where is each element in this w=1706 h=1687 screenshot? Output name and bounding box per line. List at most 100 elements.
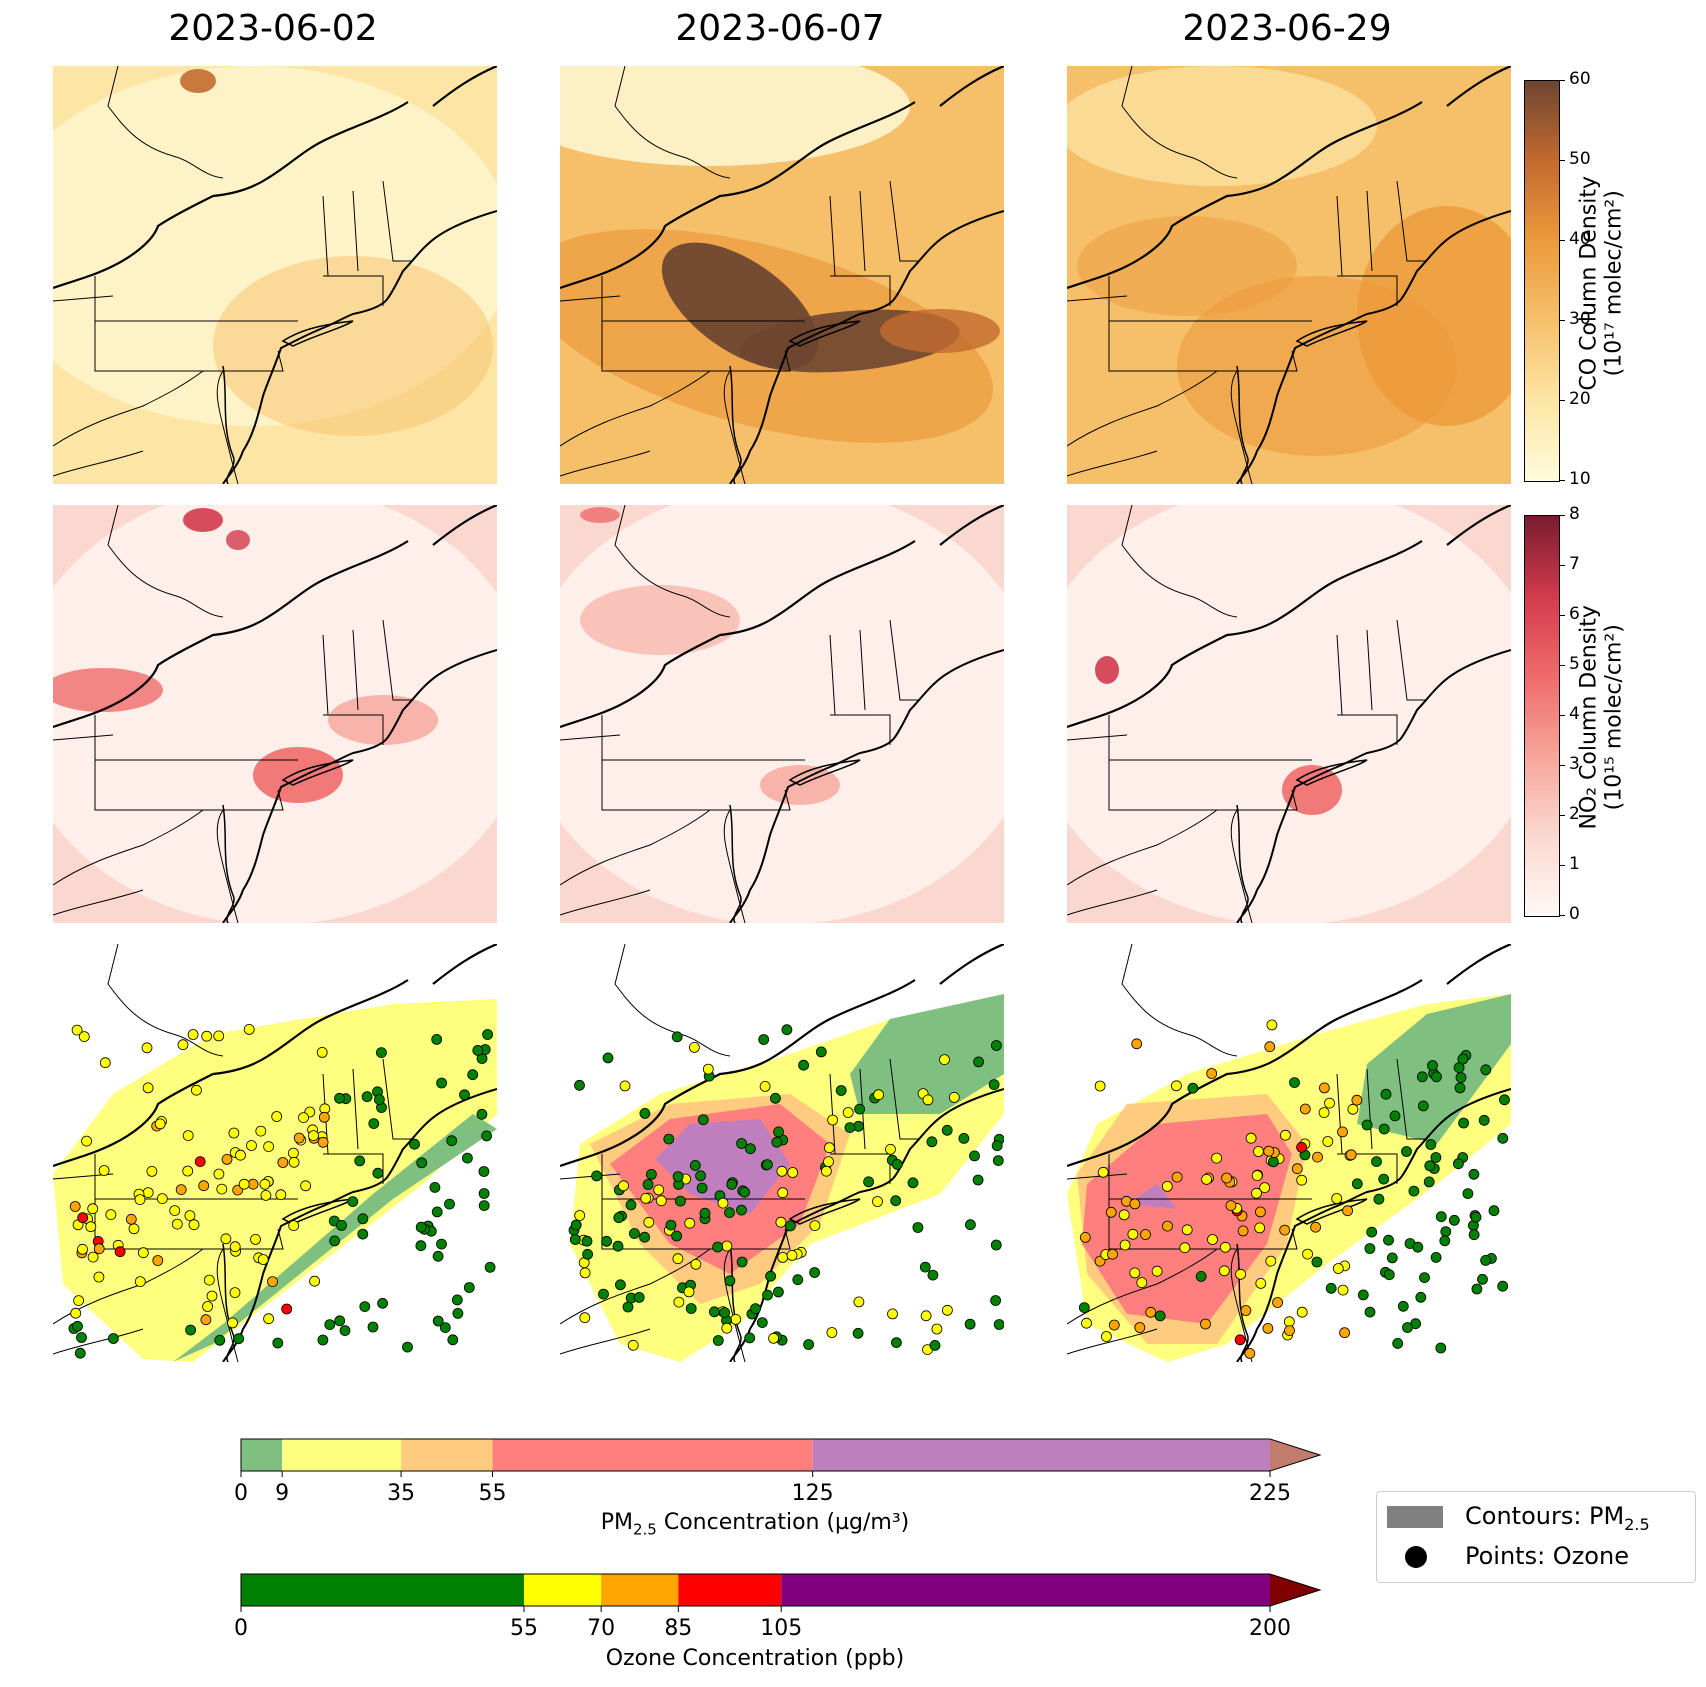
ozone-site-point (622, 1301, 634, 1313)
ozone-site-point (1206, 1068, 1218, 1079)
ozone-site-point (721, 1240, 733, 1252)
ozone-site-point (361, 1091, 373, 1103)
ozone-site-point (1151, 1265, 1163, 1277)
pm25-ozone-map-canvas-1 (53, 944, 497, 1362)
ozone-site-point (1318, 1107, 1330, 1119)
ozone-site-point (1264, 1041, 1276, 1053)
ozone-site-point (685, 1303, 697, 1314)
ozone-colorbar-tick-label: 85 (664, 1616, 693, 1641)
ozone-site-point (182, 1130, 194, 1142)
ozone-site-point (1351, 1094, 1363, 1106)
ozone-site-point (750, 1303, 761, 1315)
ozone-site-point (591, 1170, 602, 1182)
ozone-site-point (1207, 1234, 1218, 1245)
pm25-colorbar (240, 1438, 1322, 1477)
co-map-1 (53, 66, 497, 484)
ozone-site-point (105, 1209, 117, 1221)
ozone-site-point (288, 1156, 300, 1168)
co-colorbar-label: CO Column Density (10¹⁷ molec/cm²) (1576, 176, 1627, 391)
pm25-colorbar-bin (401, 1439, 493, 1471)
ozone-site-point (579, 1267, 591, 1279)
column-title-1: 2023-06-02 (168, 8, 378, 49)
ozone-site-point (1423, 1176, 1435, 1188)
ozone-site-point (1302, 1248, 1314, 1260)
ozone-site-point (827, 1114, 839, 1126)
ozone-site-point (1378, 1173, 1390, 1185)
ozone-colorbar-bin (601, 1574, 679, 1606)
ozone-site-point (724, 1275, 736, 1287)
ozone-site-point (890, 1195, 902, 1207)
ozone-site-point (798, 1059, 810, 1071)
ozone-site-point (467, 1069, 479, 1081)
ozone-site-point (907, 1177, 919, 1189)
ozone-site-point (203, 1274, 215, 1286)
ozone-site-point (1094, 1080, 1106, 1092)
ozone-site-point (773, 1126, 784, 1138)
ozone-site-point (481, 1130, 493, 1142)
ozone-site-point (357, 1228, 369, 1240)
ozone-site-point (717, 1197, 729, 1209)
ozone-site-point (275, 1189, 287, 1201)
ozone-site-point (792, 1274, 804, 1286)
ozone-site-point (288, 1220, 300, 1232)
no2-colorbar-tick-mark (1559, 515, 1565, 516)
ozone-site-point (1181, 1224, 1193, 1236)
ozone-site-point (436, 1238, 447, 1250)
ozone-colorbar-tick-label: 0 (234, 1616, 248, 1641)
ozone-site-point (639, 1107, 651, 1119)
ozone-site-point (1171, 1080, 1182, 1092)
ozone-site-point (108, 1333, 119, 1344)
ozone-site-point (1131, 1038, 1143, 1050)
ozone-site-point (357, 1213, 369, 1225)
ozone-site-point (1140, 1229, 1151, 1240)
ozone-site-point (247, 1178, 259, 1190)
ozone-site-point (1427, 1060, 1438, 1071)
ozone-site-point (1211, 1152, 1223, 1164)
ozone-site-point (1439, 1235, 1451, 1247)
ozone-site-point (1283, 1316, 1295, 1328)
no2-colorbar-tick-label: 4 (1569, 704, 1580, 724)
ozone-site-point (347, 1196, 359, 1208)
ozone-site-point (142, 1187, 154, 1199)
ozone-site-point (696, 1182, 708, 1194)
ozone-site-point (1430, 1251, 1442, 1263)
ozone-site-point (260, 1189, 272, 1201)
ozone-site-point (263, 1313, 275, 1325)
contour-swatch (1387, 1506, 1443, 1528)
ozone-site-point (803, 1339, 815, 1350)
ozone-site-point (854, 1103, 866, 1115)
ozone-site-point (309, 1275, 321, 1287)
ozone-site-point (1296, 1141, 1308, 1153)
ozone-site-point (699, 1207, 711, 1219)
pm25-ozone-map-1 (53, 944, 497, 1362)
ozone-site-point (784, 1220, 796, 1232)
ozone-site-point (93, 1243, 105, 1255)
ozone-site-point (736, 1138, 748, 1149)
ozone-site-point (1127, 1228, 1139, 1240)
ozone-site-point (758, 1034, 770, 1045)
ozone-site-point (684, 1217, 696, 1229)
ozone-site-point (482, 1029, 494, 1040)
ozone-site-point (787, 1167, 799, 1178)
ozone-site-point (1373, 1193, 1385, 1205)
ozone-site-point (77, 1243, 88, 1255)
no2-map-canvas-3 (1067, 505, 1511, 923)
ozone-site-point (246, 1140, 257, 1151)
ozone-site-point (964, 1219, 976, 1231)
ozone-site-point (1477, 1273, 1488, 1285)
pm25-ozone-map-3 (1067, 944, 1511, 1362)
ozone-site-point (463, 1282, 475, 1293)
ozone-site-point (579, 1312, 591, 1324)
ozone-site-point (1318, 1082, 1330, 1094)
ozone-site-point (1389, 1110, 1401, 1122)
ozone-site-point (1289, 1077, 1300, 1089)
ozone-site-point (169, 1205, 181, 1217)
ozone-site-point (853, 1296, 865, 1308)
ozone-site-point (317, 1334, 329, 1346)
ozone-site-point (926, 1136, 938, 1148)
ozone-site-point (768, 1332, 780, 1344)
ozone-site-point (1452, 1158, 1464, 1170)
ozone-site-point (227, 1317, 238, 1329)
ozone-site-point (964, 1318, 976, 1330)
ozone-site-point (891, 1158, 903, 1170)
